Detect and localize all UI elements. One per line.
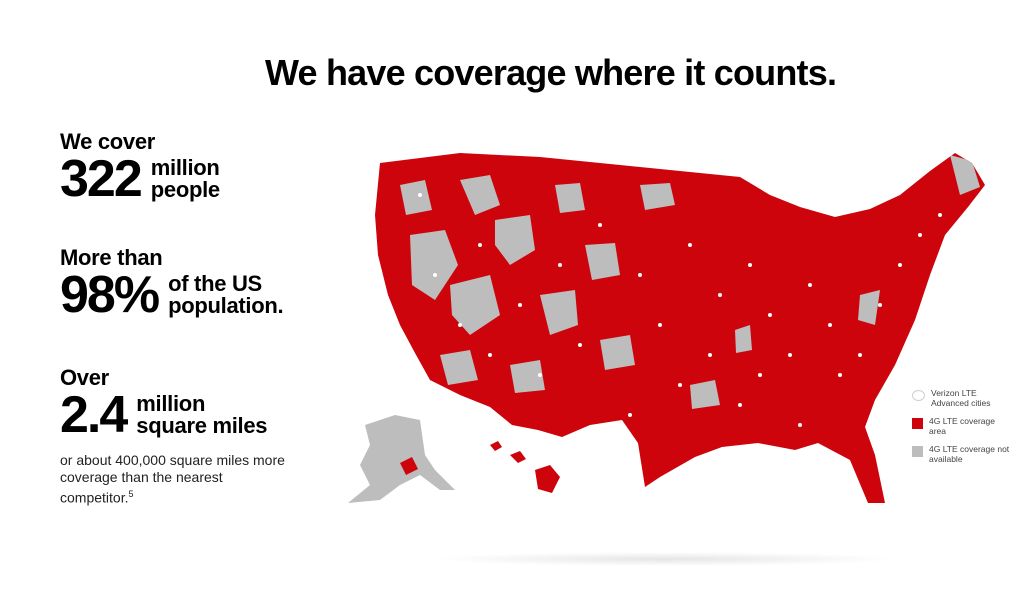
city-dot <box>768 313 772 317</box>
stat-people: We cover 322 million people <box>60 129 220 208</box>
stat-unit-line2: population. <box>168 293 284 318</box>
city-dot <box>658 323 662 327</box>
city-dot <box>678 383 682 387</box>
legend-label: 4G LTE coverage not available <box>929 444 1010 464</box>
stat-unit-line1: of the US <box>168 271 262 296</box>
city-dot <box>458 323 462 327</box>
stat-prefix: Over <box>60 365 109 390</box>
city-dot <box>638 273 642 277</box>
legend-item-coverage: 4G LTE coverage area <box>912 416 1012 436</box>
stat-unit-line2: square miles <box>136 413 268 438</box>
gap-area <box>858 290 880 325</box>
stat-unit-line1: million <box>150 155 220 180</box>
stat-prefix: We cover <box>60 129 156 154</box>
stat-number: 98% <box>60 266 160 324</box>
gap-area <box>640 183 675 210</box>
gap-area <box>495 215 535 265</box>
stat-unit-line2: people <box>150 177 220 202</box>
stat-unit-line1: million <box>136 391 206 416</box>
legend-item-no-coverage: 4G LTE coverage not available <box>912 444 1012 464</box>
stat-number: 2.4 <box>60 386 128 444</box>
gap-area <box>540 290 578 335</box>
city-dot <box>758 373 762 377</box>
city-dot <box>828 323 832 327</box>
city-dot <box>838 373 842 377</box>
no-coverage-areas <box>400 155 980 409</box>
gray-square-icon <box>912 446 923 457</box>
city-dot <box>938 213 942 217</box>
gap-area <box>950 155 980 195</box>
city-dot <box>868 433 872 437</box>
gap-area <box>450 275 500 335</box>
stat-number: 322 <box>60 150 143 208</box>
gap-area <box>410 230 458 300</box>
gap-area <box>510 360 545 393</box>
city-dot <box>788 353 792 357</box>
city-dot <box>478 243 482 247</box>
hawaii <box>490 441 560 493</box>
red-square-icon <box>912 418 923 429</box>
gap-area <box>585 243 620 280</box>
coverage-map <box>348 153 985 503</box>
legend-item-cities: Verizon LTE Advanced cities <box>912 388 1012 408</box>
city-dot <box>558 263 562 267</box>
city-dot <box>708 353 712 357</box>
gap-area <box>460 175 500 215</box>
footnote: or about 400,000 square miles more cover… <box>60 452 300 507</box>
city-dot <box>748 263 752 267</box>
gap-area <box>400 180 432 215</box>
city-dot <box>598 223 602 227</box>
city-dot <box>433 273 437 277</box>
gap-area <box>440 350 478 385</box>
city-dot <box>738 403 742 407</box>
city-dot <box>688 243 692 247</box>
map-legend: Verizon LTE Advanced cities 4G LTE cover… <box>912 388 1012 472</box>
gap-area <box>600 335 635 370</box>
gap-area <box>555 183 585 213</box>
city-dot <box>628 413 632 417</box>
city-dot <box>878 303 882 307</box>
lte-advanced-city-dots <box>418 193 942 437</box>
legend-label: Verizon LTE Advanced cities <box>931 388 991 408</box>
city-dot <box>798 423 802 427</box>
footnote-text: or about 400,000 square miles more cover… <box>60 452 285 506</box>
page-title: We have coverage where it counts. <box>265 52 837 93</box>
stat-prefix: More than <box>60 245 163 270</box>
city-dot <box>918 233 922 237</box>
stat-population: More than 98% of the US population. <box>60 245 284 324</box>
alaska-coverage <box>400 457 418 475</box>
city-dot <box>488 353 492 357</box>
city-dot <box>898 263 902 267</box>
city-dot <box>518 303 522 307</box>
city-dot <box>718 293 722 297</box>
city-dot <box>418 193 422 197</box>
gap-area <box>690 380 720 409</box>
city-dot <box>578 343 582 347</box>
city-dot <box>538 373 542 377</box>
map-shadow <box>430 552 900 566</box>
gap-area <box>735 325 752 353</box>
footnote-ref: 5 <box>128 489 134 499</box>
white-dot-icon <box>912 390 925 401</box>
alaska <box>348 415 455 503</box>
city-dot <box>858 353 862 357</box>
city-dot <box>808 283 812 287</box>
legend-label: 4G LTE coverage area <box>929 416 995 436</box>
stat-area: Over 2.4 million square miles <box>60 365 268 444</box>
